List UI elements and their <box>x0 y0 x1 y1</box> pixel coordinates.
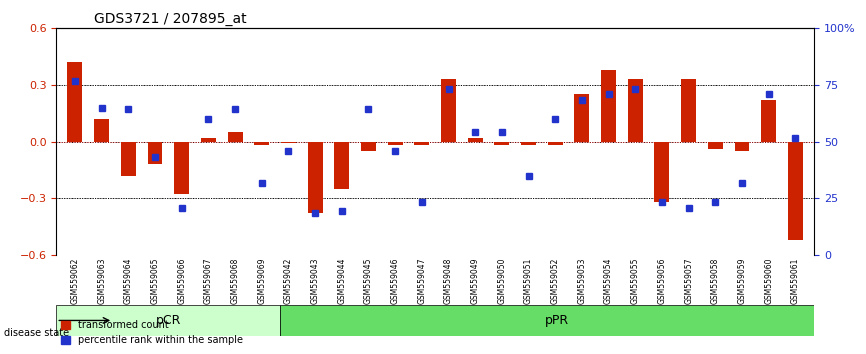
Text: GSM559060: GSM559060 <box>764 257 773 304</box>
Bar <box>468 138 482 142</box>
Bar <box>494 142 509 145</box>
Text: GSM559065: GSM559065 <box>151 257 159 304</box>
Bar <box>761 100 776 142</box>
Text: GDS3721 / 207895_at: GDS3721 / 207895_at <box>94 12 247 26</box>
Text: GSM559048: GSM559048 <box>444 257 453 304</box>
Text: GSM559046: GSM559046 <box>391 257 399 304</box>
Text: GSM559047: GSM559047 <box>417 257 426 304</box>
Text: GSM559062: GSM559062 <box>70 257 80 304</box>
Text: GSM559057: GSM559057 <box>684 257 693 304</box>
Bar <box>228 132 242 142</box>
Bar <box>655 142 669 202</box>
Bar <box>94 119 109 142</box>
Bar <box>788 142 803 240</box>
Bar <box>601 70 616 142</box>
Text: GSM559055: GSM559055 <box>630 257 640 304</box>
Bar <box>628 79 643 142</box>
Text: GSM559061: GSM559061 <box>791 257 800 304</box>
Bar <box>574 95 590 142</box>
Bar <box>388 142 403 145</box>
Text: GSM559069: GSM559069 <box>257 257 266 304</box>
Text: GSM559043: GSM559043 <box>311 257 320 304</box>
Bar <box>708 142 723 149</box>
Text: GSM559068: GSM559068 <box>230 257 240 304</box>
Bar <box>361 142 376 151</box>
Text: pPR: pPR <box>545 314 569 327</box>
Text: GSM559064: GSM559064 <box>124 257 132 304</box>
Bar <box>441 79 456 142</box>
Bar <box>307 142 322 213</box>
Bar <box>734 142 749 151</box>
Text: GSM559067: GSM559067 <box>204 257 213 304</box>
FancyBboxPatch shape <box>56 304 281 336</box>
Text: GSM559053: GSM559053 <box>578 257 586 304</box>
Text: GSM559059: GSM559059 <box>738 257 746 304</box>
Text: GSM559054: GSM559054 <box>604 257 613 304</box>
Bar <box>548 142 563 145</box>
Text: GSM559063: GSM559063 <box>97 257 107 304</box>
Bar <box>281 142 296 143</box>
Text: GSM559066: GSM559066 <box>178 257 186 304</box>
Text: GSM559045: GSM559045 <box>364 257 373 304</box>
Text: GSM559044: GSM559044 <box>337 257 346 304</box>
Text: GSM559052: GSM559052 <box>551 257 559 304</box>
Text: GSM559050: GSM559050 <box>497 257 507 304</box>
Bar <box>147 142 163 164</box>
Bar <box>121 142 136 176</box>
FancyBboxPatch shape <box>281 304 833 336</box>
Bar <box>255 142 269 145</box>
Text: GSM559058: GSM559058 <box>711 257 720 304</box>
Text: GSM559056: GSM559056 <box>657 257 667 304</box>
Text: disease state: disease state <box>4 328 69 338</box>
Legend: transformed count, percentile rank within the sample: transformed count, percentile rank withi… <box>57 316 247 349</box>
Text: pCR: pCR <box>156 314 181 327</box>
Text: GSM559042: GSM559042 <box>284 257 293 304</box>
Bar <box>201 138 216 142</box>
Bar <box>414 142 430 145</box>
Bar <box>682 79 696 142</box>
Text: GSM559051: GSM559051 <box>524 257 533 304</box>
Bar <box>68 62 82 142</box>
Bar <box>521 142 536 145</box>
Bar <box>334 142 349 189</box>
Text: GSM559049: GSM559049 <box>471 257 480 304</box>
Bar <box>174 142 189 194</box>
